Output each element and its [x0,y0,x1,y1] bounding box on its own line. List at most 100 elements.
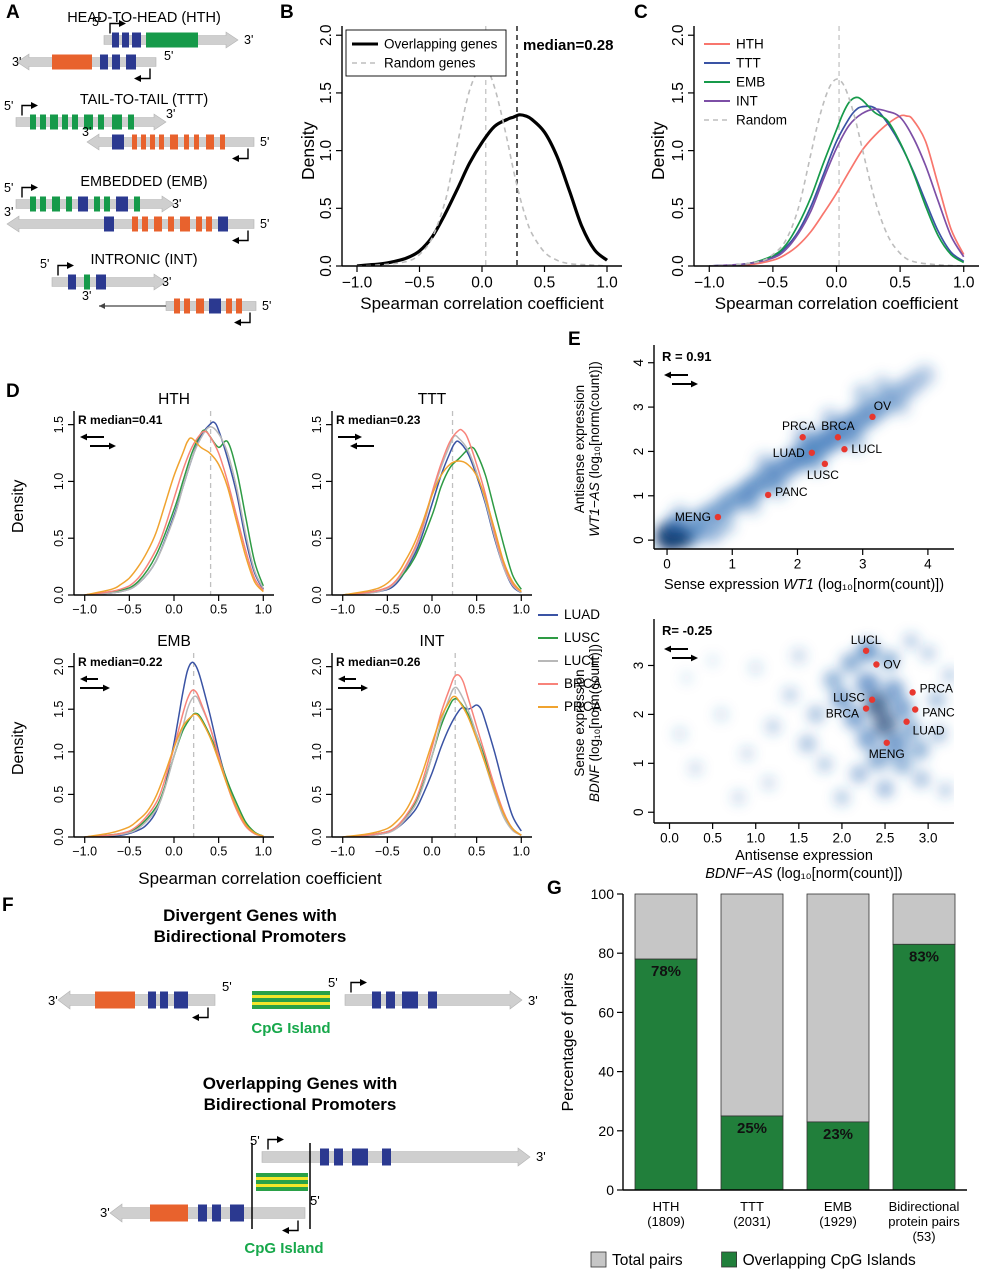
svg-text:1.0: 1.0 [52,473,66,490]
svg-text:0: 0 [663,557,671,572]
svg-text:5': 5' [310,1193,320,1208]
point-label-LUCL: LUCL [851,442,882,456]
panel-d: D Density Density −1.0 −0.5 0.0 0.5 1.0 0.0 0.… [0,375,640,905]
correlation-label: R= -0.25 [662,623,712,638]
svg-text:TTT: TTT [740,1199,764,1214]
svg-text:3: 3 [631,662,646,670]
svg-text:3': 3' [12,55,21,69]
panel-e: E 0 1 2 3 4 0 1 2 3 4 OV BRCA PRCA LUCL LUAD LUSC PANC ME… [560,325,989,887]
svg-text:3': 3' [82,289,91,303]
panel-a: A HEAD-TO-HEAD (HTH) TAIL-TO-TAIL (TTT) EM… [4,2,278,338]
gene-orientation-diagrams: HEAD-TO-HEAD (HTH) TAIL-TO-TAIL (TTT) EMBE… [4,10,271,326]
svg-text:TAIL-TO-TAIL (TTT): TAIL-TO-TAIL (TTT) [80,92,208,108]
svg-text:3': 3' [100,1205,110,1220]
legend-item-BRCA: BRCA [538,676,602,691]
point-label-LUCL: LUCL [851,633,882,647]
svg-text:2.0: 2.0 [52,658,66,675]
legend-label-Random: Random [736,113,787,128]
point-PRCA [909,689,916,696]
svg-text:1.5: 1.5 [670,82,687,104]
legend-swatch [538,613,558,616]
legend-label-INT: INT [736,94,758,109]
point-LUCL [841,446,848,453]
svg-text:0.0: 0.0 [826,275,848,292]
curve-hth [709,114,965,266]
svg-text:3': 3' [528,993,538,1008]
svg-text:−0.5: −0.5 [375,603,400,617]
svg-text:1.5: 1.5 [310,416,324,433]
svg-text:0.0: 0.0 [165,845,182,859]
svg-text:0.0: 0.0 [423,603,440,617]
curve-random-genes [356,65,608,266]
svg-text:0.0: 0.0 [471,275,493,292]
svg-text:0.5: 0.5 [468,845,485,859]
point-label-OV: OV [874,399,891,413]
density-curves [342,673,522,837]
point-label-PRCA: PRCA [920,681,953,695]
svg-text:0.0: 0.0 [52,828,66,845]
panel-c-xlabel: Spearman correlation coefficient [714,294,959,313]
svg-text:1.5: 1.5 [789,831,808,846]
svg-text:EMBEDDED (EMB): EMBEDDED (EMB) [80,174,207,190]
promoter-arrow [237,148,249,160]
cpg-island-label: CpG Island [251,1020,330,1037]
svg-text:1.0: 1.0 [255,845,272,859]
cpg-island-label: CpG Island [244,1240,323,1257]
annotation: R median=0.26 [336,655,421,669]
svg-text:INT: INT [420,633,446,650]
point-label-BRCA: BRCA [826,707,859,721]
legend-label-Overlapping genes: Overlapping genes [384,37,498,52]
svg-text:3.0: 3.0 [919,831,938,846]
curve-lucl [342,686,522,837]
svg-text:0.0: 0.0 [670,255,687,277]
curve-brca [342,428,522,595]
svg-text:0.5: 0.5 [318,198,335,220]
promoter-arrow [267,1138,279,1150]
point-PANC [764,491,772,499]
pct-label-1: 25% [737,1120,767,1137]
svg-text:3': 3' [162,275,171,289]
point-label-MENG: MENG [869,747,905,761]
svg-text:5': 5' [222,979,232,994]
point-label-OV: OV [883,657,900,671]
curve-lusc [84,429,265,595]
svg-text:(53): (53) [912,1229,935,1244]
svg-text:1.5: 1.5 [52,416,66,433]
legend-swatch [538,659,558,662]
svg-text:0.5: 0.5 [889,275,911,292]
panel-d-ylabel-bottom: Density [10,721,27,775]
curve-lucl [342,434,522,595]
svg-text:EMB: EMB [824,1199,852,1214]
point-LUSC [868,696,876,703]
density-curves [84,421,265,595]
curve-int [709,108,965,266]
pct-label-3: 83% [909,948,939,965]
cohort-legend: LUAD LUSC LUCL BRCA PRCA [538,607,602,714]
divergent-title: Divergent Genes with Bidirectional Promo… [153,906,347,946]
pct-label-2: 23% [823,1126,853,1143]
svg-text:(1809): (1809) [647,1214,685,1229]
density-curves [84,661,264,837]
svg-text:5': 5' [4,181,13,195]
svg-text:(1929): (1929) [819,1214,857,1229]
curve-lusc [84,712,264,837]
svg-text:2.0: 2.0 [833,831,852,846]
curve-prca [84,713,264,837]
svg-text:1.5: 1.5 [318,82,335,104]
point-label-PANC: PANC [775,485,808,499]
promoter-arrow [239,312,251,324]
panel-d-ylabel-top: Density [10,479,27,533]
density-cloud [655,364,936,549]
bar-cpg-0 [634,958,698,1191]
svg-text:0.5: 0.5 [210,845,227,859]
svg-text:1: 1 [631,492,646,500]
svg-text:protein pairs: protein pairs [888,1214,960,1229]
svg-text:2: 2 [631,448,646,456]
curve-prca [342,695,522,837]
point-BRCA [862,705,870,712]
svg-text:2.5: 2.5 [876,831,895,846]
point-label-LUAD: LUAD [773,446,805,460]
panel-d-label: D [6,381,20,402]
point-label-PRCA: PRCA [782,419,815,433]
svg-text:1.5: 1.5 [52,700,66,717]
